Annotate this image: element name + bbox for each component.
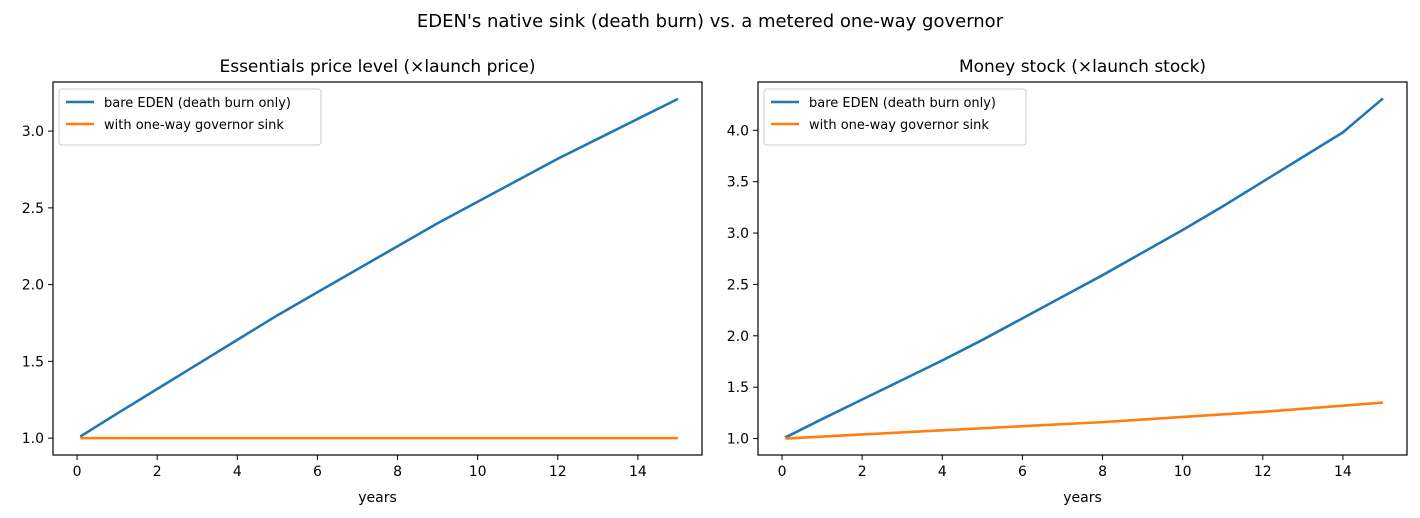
chart-title: Essentials price level (×launch price) — [219, 57, 535, 77]
x-tick-label: 2 — [858, 464, 867, 480]
legend-label-2: with one-way governor sink — [104, 118, 284, 133]
y-tick-label: 3.0 — [22, 124, 44, 140]
legend-box — [763, 88, 1027, 146]
x-axis-label: years — [358, 490, 397, 506]
chart-title: Money stock (×launch stock) — [959, 57, 1206, 77]
legend-label-2: with one-way governor sink — [809, 118, 989, 133]
x-tick-label: 14 — [629, 464, 647, 480]
y-tick-label: 2.0 — [727, 329, 749, 345]
legend-label-1: bare EDEN (death burn only) — [809, 96, 996, 111]
chart-panels: Essentials price level (×launch price) 0 2… — [22, 57, 1408, 506]
y-tick-label: 2.0 — [22, 278, 44, 294]
x-tick-label: 6 — [313, 464, 322, 480]
axes-frame — [757, 81, 1408, 456]
x-axis-label: years — [1063, 490, 1102, 506]
series-line-1 — [784, 97, 1384, 439]
chart-panel-1: Essentials price level (×launch price) 0 2… — [22, 57, 703, 506]
x-tick-label: 8 — [1098, 464, 1107, 480]
legend: bare EDEN (death burn only) with one-way … — [58, 88, 322, 146]
x-tick-label: 4 — [233, 464, 242, 480]
legend: bare EDEN (death burn only) with one-way … — [763, 88, 1027, 146]
x-tick-label: 12 — [1254, 464, 1272, 480]
y-tick-label: 1.5 — [727, 380, 749, 396]
x-tick-label: 4 — [938, 464, 947, 480]
legend-box — [58, 88, 322, 146]
y-tick-label: 2.5 — [22, 201, 44, 217]
x-tick-label: 6 — [1018, 464, 1027, 480]
legend-label-1: bare EDEN (death burn only) — [104, 96, 291, 111]
x-tick-label: 0 — [73, 464, 82, 480]
series-line-1 — [79, 97, 679, 438]
x-tick-label: 8 — [393, 464, 402, 480]
figure-title: EDEN's native sink (death burn) vs. a me… — [417, 11, 1004, 32]
y-tick-label: 2.5 — [727, 277, 749, 293]
axes-frame — [52, 81, 703, 456]
y-tick-label: 3.5 — [727, 175, 749, 191]
series-line-2 — [785, 401, 1384, 440]
x-tick-label: 10 — [469, 464, 487, 480]
y-tick-label: 1.0 — [22, 431, 44, 447]
chart-panel-2: Money stock (×launch stock) 0 2 4 6 8 10 12 14 1.… — [727, 57, 1408, 506]
y-tick-label: 1.0 — [727, 432, 749, 448]
y-tick-label: 1.5 — [22, 354, 44, 370]
x-tick-label: 10 — [1174, 464, 1192, 480]
x-tick-label: 14 — [1334, 464, 1352, 480]
x-tick-label: 2 — [153, 464, 162, 480]
x-tick-label: 12 — [549, 464, 567, 480]
y-tick-label: 3.0 — [727, 226, 749, 242]
x-tick-label: 0 — [778, 464, 787, 480]
y-tick-label: 4.0 — [727, 123, 749, 139]
